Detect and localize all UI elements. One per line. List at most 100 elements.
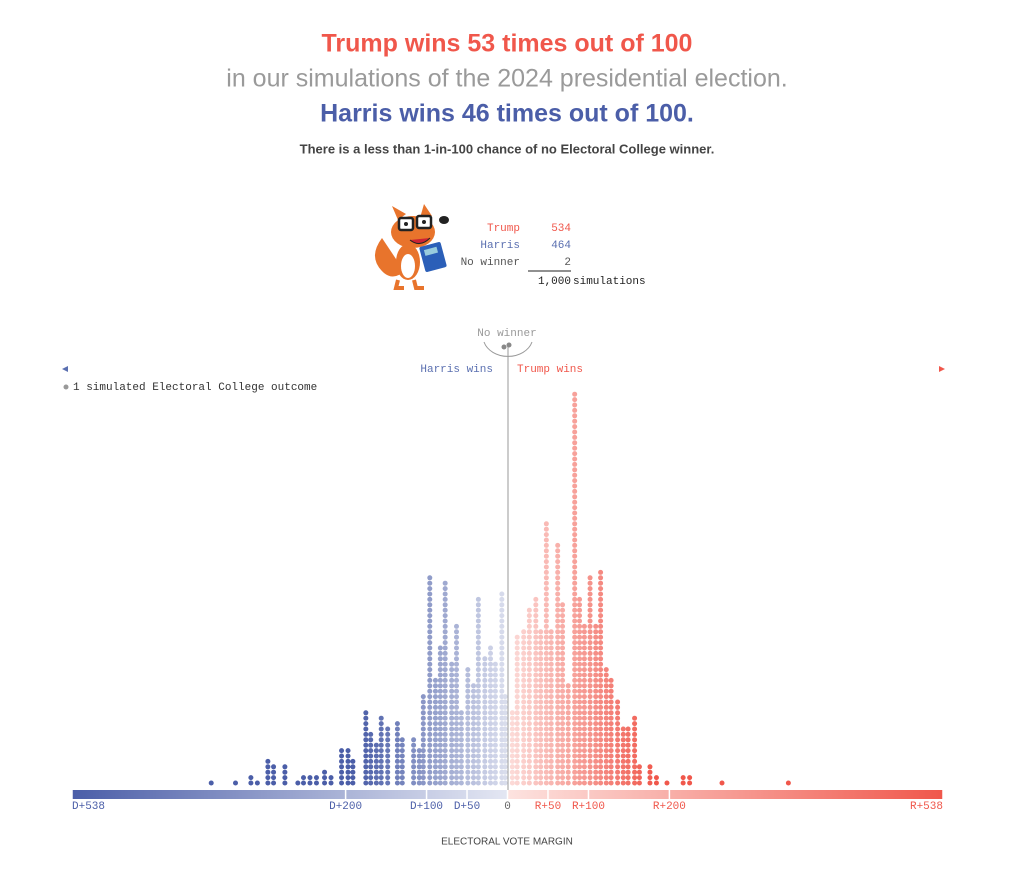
dot <box>577 650 583 656</box>
dot <box>632 715 638 721</box>
dot <box>502 748 508 754</box>
dot <box>555 726 561 732</box>
dot <box>514 683 520 689</box>
legend-dot <box>63 384 69 390</box>
dot <box>322 775 328 781</box>
dot <box>572 742 578 748</box>
dot <box>432 688 438 694</box>
dot <box>492 672 498 678</box>
dot <box>502 715 508 721</box>
dot <box>482 764 488 770</box>
dot <box>572 726 578 732</box>
dot <box>581 775 587 781</box>
dot <box>543 526 549 532</box>
dot <box>572 407 578 413</box>
dot <box>427 715 433 721</box>
dot <box>565 710 571 716</box>
dot <box>521 748 527 754</box>
dot <box>394 731 400 737</box>
dot <box>502 775 508 781</box>
dot <box>282 775 288 781</box>
dot <box>632 721 638 727</box>
dot <box>560 715 566 721</box>
dot <box>581 694 587 700</box>
dot <box>608 775 614 781</box>
dot <box>560 656 566 662</box>
dot-column <box>615 699 621 786</box>
headline-note: There is a less than 1-in-100 chance of … <box>300 141 715 156</box>
dot <box>454 758 460 764</box>
dot <box>593 656 599 662</box>
tally-value: 2 <box>564 257 571 269</box>
dot <box>475 672 481 678</box>
dot <box>572 532 578 538</box>
dot <box>625 748 631 754</box>
dot <box>475 753 481 759</box>
dot <box>482 677 488 683</box>
dot <box>603 764 609 770</box>
dot-column <box>587 575 593 786</box>
tally-value: 534 <box>551 223 571 235</box>
dot <box>499 629 505 635</box>
dot-column <box>282 764 288 786</box>
dot <box>565 753 571 759</box>
dot <box>603 748 609 754</box>
dot <box>598 602 604 608</box>
dot <box>482 758 488 764</box>
dot <box>548 694 554 700</box>
dot <box>548 742 554 748</box>
dot <box>482 694 488 700</box>
dot <box>482 667 488 673</box>
dot <box>475 721 481 727</box>
dot <box>378 748 384 754</box>
dot <box>465 775 471 781</box>
dot <box>499 688 505 694</box>
dot <box>636 780 642 786</box>
dot <box>625 737 631 743</box>
dot-column <box>608 677 614 786</box>
dot <box>560 753 566 759</box>
dot <box>538 748 544 754</box>
dot <box>587 726 593 732</box>
dot <box>427 688 433 694</box>
dot <box>350 764 356 770</box>
dot <box>526 667 532 673</box>
dot <box>581 715 587 721</box>
dot <box>521 688 527 694</box>
dot <box>560 764 566 770</box>
dot <box>572 467 578 473</box>
dot <box>636 764 642 770</box>
dot <box>560 731 566 737</box>
dot <box>598 715 604 721</box>
dot <box>587 575 593 581</box>
dot <box>565 748 571 754</box>
dot <box>572 418 578 424</box>
dot <box>475 613 481 619</box>
dot <box>449 688 455 694</box>
dot <box>608 769 614 775</box>
dot <box>488 775 494 781</box>
dot <box>560 607 566 613</box>
x-tick-label: R+50 <box>535 801 561 813</box>
dot <box>471 764 477 770</box>
dot <box>632 731 638 737</box>
dot <box>577 753 583 759</box>
dot <box>454 775 460 781</box>
dot <box>282 769 288 775</box>
dot <box>608 710 614 716</box>
dot <box>565 731 571 737</box>
dot-column <box>465 667 471 786</box>
dot <box>499 650 505 656</box>
dot <box>350 775 356 781</box>
dot <box>399 748 405 754</box>
dot <box>432 742 438 748</box>
dot <box>454 661 460 667</box>
dot <box>471 775 477 781</box>
dot <box>538 661 544 667</box>
dot <box>454 780 460 786</box>
dot <box>442 737 448 743</box>
dot-column <box>458 710 464 786</box>
dot-column <box>350 758 356 786</box>
dot <box>572 391 578 397</box>
dot <box>488 764 494 770</box>
